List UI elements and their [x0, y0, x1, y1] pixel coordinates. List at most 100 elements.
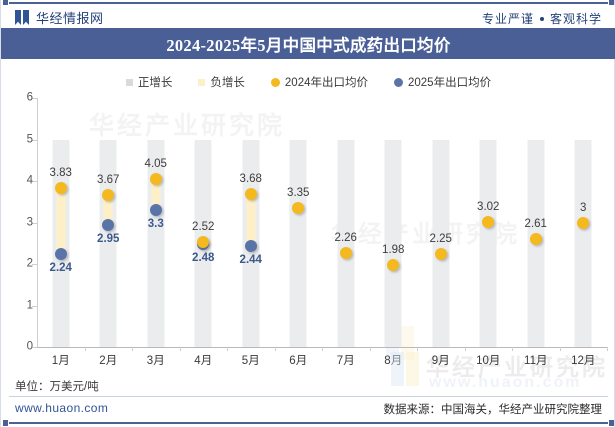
y-tick-label: 0 — [26, 340, 33, 353]
footer: www.huaon.com 数据来源：中国海关，华经产业研究院整理 — [1, 398, 615, 420]
x-tick — [227, 347, 228, 351]
footer-rule — [9, 396, 608, 397]
data-point-2024[interactable] — [149, 172, 162, 185]
x-tick — [179, 347, 181, 351]
category-band — [432, 139, 450, 347]
x-tick-label: 2月 — [99, 355, 118, 367]
chart-category-5[interactable]: 2.44 3.68 5月 — [227, 94, 275, 367]
data-label-2025: 3.3 — [147, 218, 164, 231]
footer-site-link[interactable]: www.huaon.com — [15, 401, 109, 415]
data-point-2025[interactable] — [54, 248, 67, 261]
data-label-2024: 3.67 — [97, 173, 120, 186]
chart-category-8[interactable]: 1.98 8月 — [370, 94, 418, 367]
x-tick — [512, 347, 513, 351]
chart-category-11[interactable]: 2.61 11月 — [512, 94, 560, 367]
y-tick — [32, 98, 37, 99]
legend-item-2[interactable]: 2024年出口均价 — [270, 74, 368, 90]
y-tick-label: 1 — [26, 298, 33, 311]
data-point-2025[interactable] — [102, 218, 115, 231]
brand-bar: 华经情报网 专业严谨 客观科学 — [1, 5, 615, 28]
slogan-right: 客观科学 — [549, 12, 602, 26]
bullet-icon — [539, 16, 544, 21]
x-tick — [369, 347, 371, 351]
data-label-2024: 2.61 — [524, 217, 547, 230]
growth-connector-band — [151, 178, 161, 211]
data-point-2024[interactable] — [197, 236, 210, 249]
legend-item-1[interactable]: 负增长 — [198, 74, 245, 90]
growth-connector-band — [103, 194, 113, 225]
data-label-2025: 2.44 — [239, 253, 262, 266]
title-band: 2024-2025年5月中国中式成药出口均价 — [1, 28, 615, 59]
chart-category-12[interactable]: 3 12月 — [560, 94, 608, 367]
data-point-2024[interactable] — [292, 201, 305, 214]
bottom-rule-cap-left — [3, 420, 8, 426]
x-tick-label: 6月 — [289, 355, 308, 367]
y-tick-label: 6 — [26, 91, 33, 104]
x-tick-label: 5月 — [241, 355, 260, 367]
chart-category-1[interactable]: 2.24 3.83 1月 — [37, 94, 85, 367]
bookmark-icon — [15, 10, 30, 25]
chart-category-2[interactable]: 2.95 3.67 2月 — [85, 94, 133, 367]
x-tick — [464, 347, 466, 351]
legend-item-3[interactable]: 2025年出口均价 — [394, 74, 491, 90]
x-tick-label: 7月 — [336, 355, 355, 367]
x-tick — [607, 347, 608, 351]
top-rule-line — [9, 2, 608, 4]
x-tick-label: 8月 — [384, 355, 403, 367]
category-band — [337, 139, 355, 347]
chart-category-7[interactable]: 2.26 7月 — [322, 94, 370, 367]
data-label-2024: 3.83 — [49, 167, 72, 180]
data-point-2024[interactable] — [482, 215, 495, 228]
footer-source: 数据来源：中国海关，华经产业研究院整理 — [383, 404, 603, 416]
data-label-2024: 3.35 — [287, 186, 310, 199]
chart-category-6[interactable]: 3.35 6月 — [275, 94, 323, 367]
growth-connector-band — [246, 194, 256, 246]
x-tick-label: 1月 — [51, 355, 70, 367]
data-point-2024[interactable] — [339, 247, 352, 260]
legend-item-0[interactable]: 正增长 — [125, 74, 173, 90]
data-point-2024[interactable] — [577, 216, 590, 229]
y-tick — [32, 347, 37, 348]
category-band — [479, 139, 497, 347]
data-point-2025[interactable] — [149, 204, 162, 217]
top-rule-cap-left — [3, 0, 8, 6]
data-label-2024: 1.98 — [382, 243, 405, 256]
legend-swatch-square-icon — [198, 78, 206, 86]
data-point-2024[interactable] — [102, 188, 115, 201]
chart-bands: 2.24 3.83 1月 2.95 3.67 2月 3.3 4.05 3月 2.48 2.52 4月 2… — [37, 94, 608, 367]
x-tick-label: 11月 — [524, 355, 548, 367]
y-tick — [32, 222, 37, 224]
data-point-2024[interactable] — [244, 188, 257, 201]
brand[interactable]: 华经情报网 — [15, 8, 104, 27]
data-point-2024[interactable] — [387, 258, 400, 271]
chart-category-4[interactable]: 2.48 2.52 4月 — [180, 94, 228, 367]
y-tick-label: 2 — [26, 257, 33, 270]
x-tick-label: 10月 — [476, 355, 501, 367]
data-label-2024: 2.25 — [429, 232, 452, 245]
data-label-2024: 4.05 — [144, 157, 167, 170]
chart-legend: 正增长 负增长 2024年出口均价 2025年出口均价 — [1, 72, 615, 92]
data-point-2024[interactable] — [434, 247, 447, 260]
data-point-2025[interactable] — [244, 239, 257, 252]
chart-category-9[interactable]: 2.25 9月 — [417, 94, 465, 367]
y-tick — [32, 264, 37, 265]
page-title: 2024-2025年5月中国中式成药出口均价 — [166, 35, 451, 55]
unit-note: 单位：万美元/吨 — [15, 381, 99, 393]
y-tick — [32, 181, 37, 182]
data-point-2024[interactable] — [54, 182, 67, 195]
x-tick — [132, 347, 133, 351]
data-label-2024: 3.02 — [477, 200, 500, 213]
data-point-2024[interactable] — [529, 232, 542, 245]
data-label-2024: 2.52 — [192, 221, 215, 234]
legend-label: 正增长 — [137, 77, 173, 89]
data-label-2025: 2.95 — [97, 232, 120, 245]
data-label-2024: 2.26 — [334, 232, 357, 245]
x-tick-label: 3月 — [146, 355, 165, 367]
chart-category-3[interactable]: 3.3 4.05 3月 — [132, 94, 180, 367]
legend-label: 2024年出口均价 — [284, 77, 368, 89]
x-tick-label: 12月 — [571, 355, 596, 367]
chart-category-10[interactable]: 3.02 10月 — [465, 94, 513, 367]
x-tick-label: 4月 — [194, 355, 213, 367]
x-tick-label: 9月 — [431, 355, 450, 367]
